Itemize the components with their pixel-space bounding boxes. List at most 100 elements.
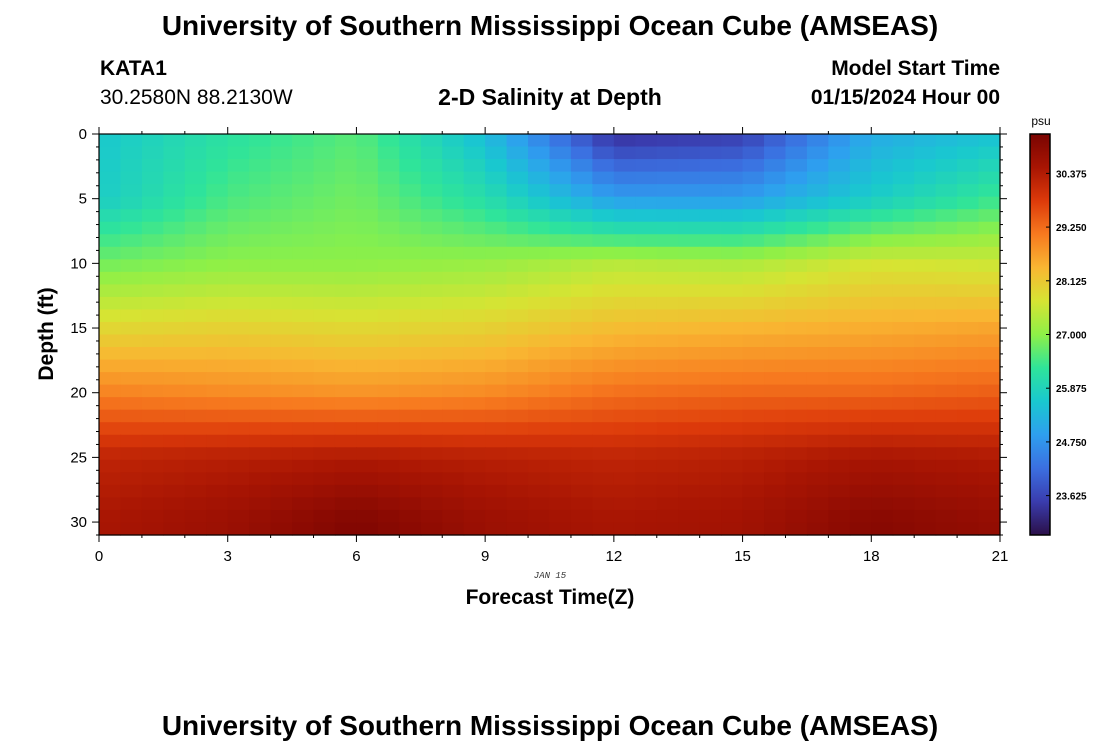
heatmap-cell	[270, 146, 293, 160]
heatmap-cell	[442, 234, 465, 248]
heatmap-cell	[141, 146, 164, 160]
heatmap-cell	[163, 334, 186, 348]
heatmap-cell	[935, 134, 958, 148]
heatmap-cell	[892, 447, 915, 461]
heatmap-cell	[892, 184, 915, 198]
heatmap-cell	[721, 422, 744, 436]
heatmap-cell	[270, 347, 293, 361]
heatmap-cell	[570, 284, 593, 298]
heatmap-cell	[613, 134, 636, 148]
heatmap-cell	[957, 359, 980, 373]
heatmap-cell	[399, 259, 422, 273]
heatmap-cell	[935, 321, 958, 336]
heatmap-cell	[463, 321, 486, 336]
heatmap-cell	[249, 296, 272, 311]
heatmap-cell	[163, 422, 186, 436]
heatmap-cell	[249, 422, 272, 436]
heatmap-cell	[270, 422, 293, 436]
heatmap-cell	[570, 334, 593, 348]
heatmap-cell	[141, 321, 164, 336]
heatmap-cell	[849, 221, 872, 235]
heatmap-cell	[806, 422, 829, 436]
heatmap-cell	[721, 284, 744, 298]
heatmap-cell	[721, 397, 744, 411]
heatmap-cell	[914, 309, 937, 323]
heatmap-cell	[592, 271, 615, 285]
heatmap-cell	[764, 384, 787, 398]
heatmap-cell	[549, 384, 572, 398]
heatmap-cell	[871, 522, 894, 536]
heatmap-cell	[849, 484, 872, 499]
heatmap-cell	[163, 284, 186, 298]
heatmap-cell	[184, 522, 207, 536]
heatmap-cell	[871, 296, 894, 311]
y-tick-label: 25	[70, 449, 87, 466]
heatmap-cell	[785, 159, 808, 173]
heatmap-cell	[935, 447, 958, 461]
heatmap-cell	[678, 159, 701, 173]
heatmap-cell	[249, 509, 272, 524]
heatmap-cell	[270, 397, 293, 411]
heatmap-cell	[249, 184, 272, 198]
heatmap-cell	[656, 259, 679, 273]
heatmap-cell	[420, 196, 443, 210]
heatmap-cell	[377, 284, 400, 298]
heatmap-cell	[506, 397, 529, 411]
heatmap-cell	[120, 159, 143, 173]
heatmap-cell	[957, 321, 980, 336]
heatmap-cell	[528, 234, 551, 248]
heatmap-cell	[849, 284, 872, 298]
heatmap-cell	[163, 221, 186, 235]
heatmap-cell	[613, 171, 636, 185]
heatmap-cell	[463, 459, 486, 473]
heatmap-cell	[163, 459, 186, 473]
heatmap-cells	[99, 134, 1001, 536]
heatmap-cell	[678, 171, 701, 185]
heatmap-cell	[227, 509, 250, 524]
heatmap-cell	[613, 459, 636, 473]
heatmap-cell	[957, 334, 980, 348]
heatmap-cell	[570, 146, 593, 160]
heatmap-cell	[313, 472, 336, 486]
heatmap-cell	[270, 509, 293, 524]
heatmap-cell	[549, 209, 572, 223]
heatmap-cell	[399, 221, 422, 235]
heatmap-cell	[506, 459, 529, 473]
page-title: University of Southern Mississippi Ocean…	[161, 10, 939, 41]
heatmap-cell	[635, 334, 658, 348]
heatmap-cell	[184, 397, 207, 411]
heatmap-cell	[613, 259, 636, 273]
heatmap-cell	[227, 384, 250, 398]
heatmap-cell	[377, 334, 400, 348]
heatmap-cell	[442, 459, 465, 473]
heatmap-cell	[914, 296, 937, 311]
heatmap-cell	[399, 284, 422, 298]
heatmap-cell	[699, 459, 722, 473]
heatmap-cell	[871, 284, 894, 298]
heatmap-cell	[613, 409, 636, 423]
heatmap-cell	[806, 271, 829, 285]
heatmap-cell	[313, 284, 336, 298]
heatmap-cell	[99, 334, 122, 348]
heatmap-cell	[957, 372, 980, 386]
heatmap-cell	[849, 309, 872, 323]
heatmap-cell	[463, 271, 486, 285]
heatmap-cell	[871, 509, 894, 524]
heatmap-cell	[549, 459, 572, 473]
heatmap-cell	[356, 409, 379, 423]
heatmap-cell	[871, 359, 894, 373]
heatmap-cell	[99, 184, 122, 198]
heatmap-cell	[442, 259, 465, 273]
heatmap-cell	[892, 134, 915, 148]
heatmap-cell	[485, 184, 508, 198]
heatmap-cell	[528, 271, 551, 285]
heatmap-cell	[313, 434, 336, 448]
heatmap-cell	[313, 234, 336, 248]
heatmap-cell	[592, 234, 615, 248]
heatmap-cell	[742, 209, 765, 223]
heatmap-cell	[764, 134, 787, 148]
heatmap-cell	[656, 434, 679, 448]
heatmap-cell	[99, 171, 122, 185]
heatmap-cell	[356, 184, 379, 198]
heatmap-cell	[463, 296, 486, 311]
